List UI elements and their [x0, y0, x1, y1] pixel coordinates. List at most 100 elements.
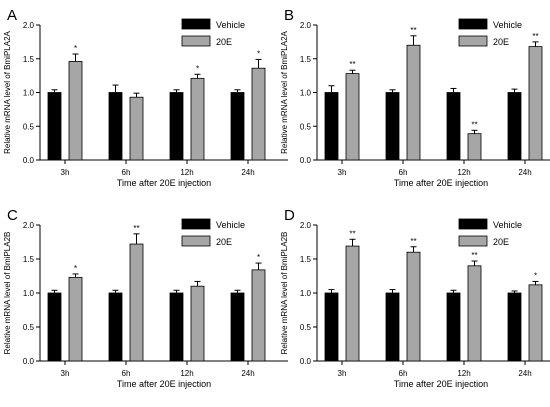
bar-vehicle-24h	[507, 292, 522, 362]
legend-swatch-vehicle	[458, 218, 488, 230]
legend-label-20e: 20E	[216, 237, 232, 247]
bar-vehicle-3h	[47, 92, 62, 161]
y-tick-label: 2.0	[300, 221, 312, 230]
chart-panel-a: A 0.0 0.5 1.0 1.5 2.0 * 3h 6h * 12h * 24h Time after …	[3, 7, 288, 188]
x-tick-label: 6h	[122, 369, 131, 378]
bar-vehicle-24h	[230, 292, 245, 362]
y-tick-label: 0.5	[23, 323, 35, 332]
significance-mark: **	[471, 120, 477, 129]
bar-vehicle-6h	[108, 292, 123, 362]
bar-20e-12h	[467, 265, 482, 362]
significance-mark: **	[532, 32, 538, 41]
y-axis-title: Relative mRNA level of BmiPLA2B	[280, 232, 289, 355]
y-tick-label: 1.0	[300, 289, 312, 298]
x-axis-title: Time after 20E injection	[394, 379, 488, 389]
y-tick-label: 2.0	[23, 221, 35, 230]
chart-panel-b: B 0.0 0.5 1.0 1.5 2.0 ** 3h ** 6h ** 12h ** 24h Time a…	[280, 7, 550, 188]
x-tick-label: 3h	[338, 369, 347, 378]
significance-mark: *	[196, 64, 199, 73]
significance-mark: **	[410, 26, 416, 35]
significance-mark: *	[534, 271, 537, 280]
chart-panel-c: C 0.0 0.5 1.0 1.5 2.0 * 3h ** 6h 12h * 24h Time after…	[3, 207, 288, 389]
x-tick-label: 6h	[399, 369, 408, 378]
y-axis-title: Relative mRNA level of BmiPLA2B	[3, 232, 12, 355]
legend-label-20e: 20E	[493, 37, 509, 47]
legend-label-vehicle: Vehicle	[493, 220, 522, 230]
significance-mark: **	[133, 224, 139, 233]
y-tick-label: 0.0	[23, 156, 35, 165]
bar-20e-6h	[406, 44, 421, 161]
bar-vehicle-6h	[108, 92, 123, 161]
significance-mark: **	[471, 251, 477, 260]
bar-20e-6h	[129, 96, 144, 161]
bar-vehicle-12h	[446, 92, 461, 161]
bar-vehicle-24h	[230, 92, 245, 161]
bar-20e-24h	[251, 269, 266, 362]
bar-20e-3h	[345, 73, 360, 161]
bar-20e-12h	[190, 285, 205, 362]
significance-mark: *	[74, 264, 77, 273]
legend-label-20e: 20E	[493, 237, 509, 247]
y-tick-label: 0.0	[300, 156, 312, 165]
y-tick-label: 0.5	[300, 122, 312, 131]
significance-mark: **	[349, 60, 355, 69]
bar-vehicle-12h	[169, 92, 184, 161]
x-tick-label: 3h	[338, 168, 347, 177]
y-tick-label: 1.5	[300, 55, 312, 64]
legend-swatch-20e	[458, 235, 488, 247]
bar-vehicle-6h	[385, 292, 400, 362]
legend-swatch-vehicle	[181, 18, 211, 30]
y-tick-label: 1.5	[23, 255, 35, 264]
bar-vehicle-3h	[47, 292, 62, 362]
bar-vehicle-3h	[324, 92, 339, 161]
significance-mark: *	[257, 253, 260, 262]
x-axis-title: Time after 20E injection	[117, 178, 211, 188]
legend-swatch-vehicle	[458, 18, 488, 30]
legend-swatch-20e	[181, 35, 211, 47]
legend-swatch-20e	[458, 35, 488, 47]
panel-label: D	[284, 207, 295, 224]
significance-mark: **	[349, 229, 355, 238]
bar-20e-24h	[528, 46, 543, 161]
x-axis-title: Time after 20E injection	[117, 379, 211, 389]
y-tick-label: 0.5	[23, 122, 35, 131]
panel-label: C	[7, 207, 18, 224]
bar-vehicle-6h	[385, 92, 400, 161]
chart-panel-d: D 0.0 0.5 1.0 1.5 2.0 ** 3h ** 6h ** 12h * 24h Time af…	[280, 207, 550, 389]
x-tick-label: 6h	[399, 168, 408, 177]
bar-20e-6h	[406, 251, 421, 362]
bar-20e-3h	[345, 245, 360, 362]
panel-label: A	[7, 7, 17, 24]
x-tick-label: 12h	[180, 369, 193, 378]
y-axis-title: Relative mRNA level of BmiPLA2A	[280, 30, 289, 153]
y-tick-label: 1.0	[23, 89, 35, 98]
y-tick-label: 2.0	[300, 21, 312, 30]
bar-vehicle-12h	[169, 292, 184, 362]
x-tick-label: 6h	[122, 168, 131, 177]
legend-label-20e: 20E	[216, 37, 232, 47]
bar-20e-24h	[528, 284, 543, 362]
x-tick-label: 24h	[518, 168, 531, 177]
significance-mark: *	[74, 44, 77, 53]
x-tick-label: 24h	[241, 168, 254, 177]
bar-20e-12h	[467, 133, 482, 161]
x-tick-label: 12h	[457, 369, 470, 378]
x-tick-label: 12h	[180, 168, 193, 177]
bar-20e-24h	[251, 67, 266, 161]
y-tick-label: 0.0	[300, 357, 312, 366]
x-axis-title: Time after 20E injection	[394, 178, 488, 188]
bar-20e-3h	[68, 61, 83, 161]
x-tick-label: 3h	[61, 369, 70, 378]
y-tick-label: 1.5	[300, 255, 312, 264]
legend-label-vehicle: Vehicle	[216, 220, 245, 230]
bar-20e-3h	[68, 276, 83, 362]
x-tick-label: 24h	[241, 369, 254, 378]
y-tick-label: 1.0	[300, 89, 312, 98]
y-tick-label: 0.0	[23, 357, 35, 366]
panel-label: B	[284, 7, 294, 24]
x-tick-label: 24h	[518, 369, 531, 378]
significance-mark: **	[410, 237, 416, 246]
legend-label-vehicle: Vehicle	[216, 20, 245, 30]
bar-20e-6h	[129, 243, 144, 362]
